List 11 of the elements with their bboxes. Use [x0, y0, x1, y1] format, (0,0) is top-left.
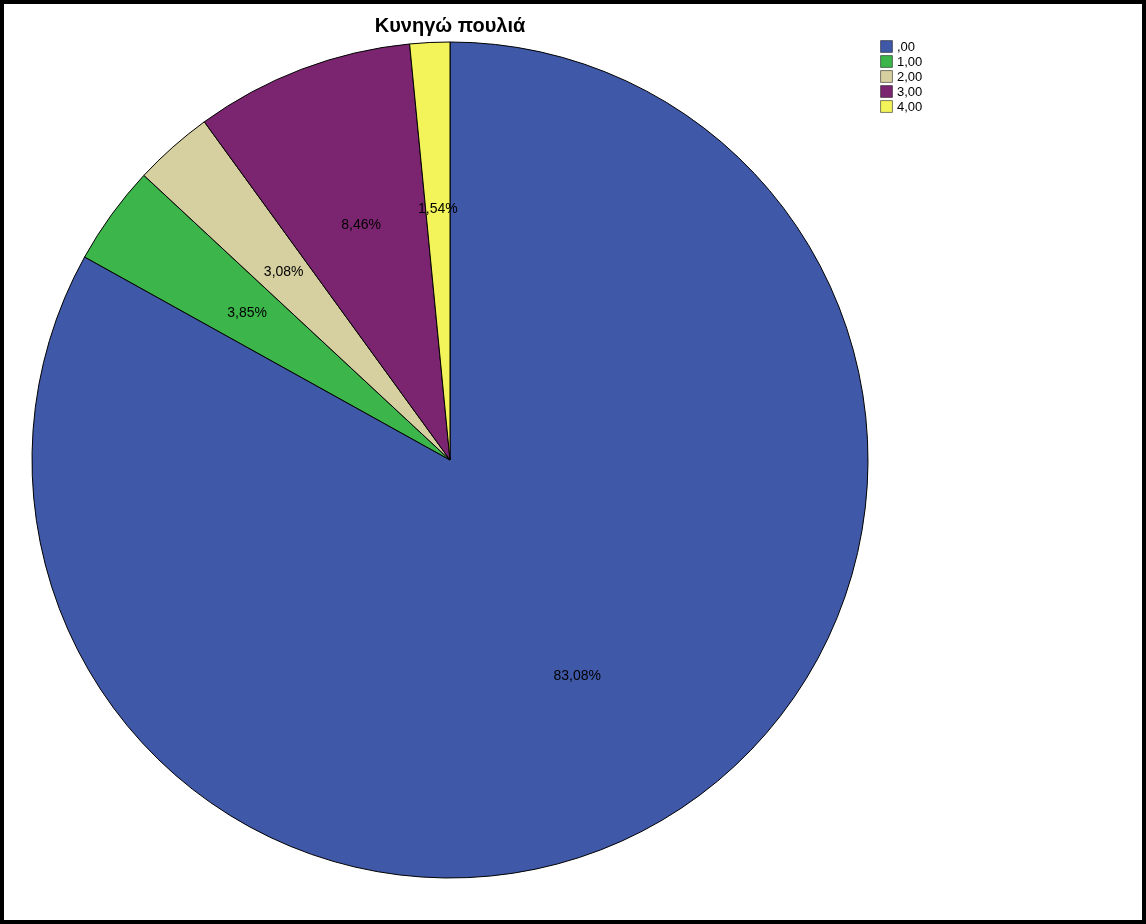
legend-label: 3,00: [897, 83, 923, 99]
chart-title: Κυνηγώ πουλιά: [374, 14, 526, 36]
data-label: 8,46%: [341, 216, 381, 233]
legend-label: 1,00: [897, 53, 923, 69]
legend-label: 4,00: [897, 98, 923, 114]
data-label: 3,08%: [263, 263, 304, 280]
legend-label: ,00: [897, 38, 916, 54]
data-label: 83,08%: [553, 667, 601, 684]
legend-label: 2,00: [897, 68, 923, 84]
pie-slice: [31, 41, 869, 879]
data-label: 3,85%: [227, 303, 267, 320]
